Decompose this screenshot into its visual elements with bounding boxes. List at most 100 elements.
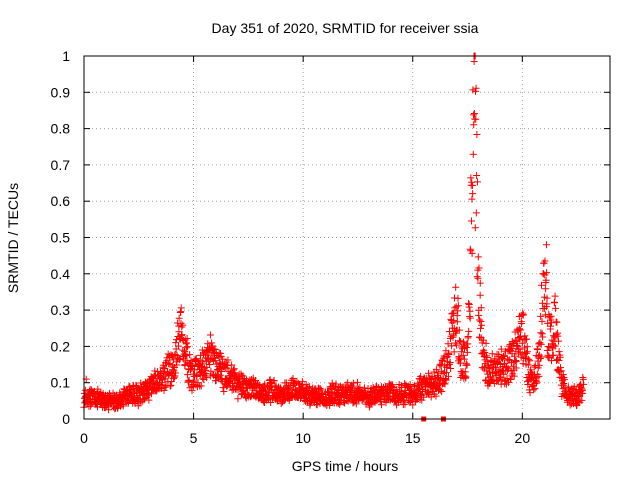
data-point <box>546 322 554 330</box>
y-tick-label: 0.6 <box>51 193 71 209</box>
data-point <box>515 333 523 341</box>
data-point <box>516 333 524 341</box>
data-point <box>565 396 573 404</box>
data-point <box>173 361 181 369</box>
data-point <box>172 369 180 377</box>
data-point <box>536 355 544 363</box>
data-point <box>414 380 422 388</box>
data-point <box>468 195 476 203</box>
data-point <box>177 304 185 312</box>
data-point <box>539 333 547 341</box>
data-point <box>452 283 460 291</box>
data-point <box>456 337 464 345</box>
data-point <box>220 387 228 395</box>
data-point <box>555 357 563 365</box>
data-point <box>175 314 183 322</box>
data-point <box>507 359 515 367</box>
data-point <box>450 309 458 317</box>
data-point <box>183 339 191 347</box>
data-point <box>524 381 532 389</box>
data-point <box>206 360 214 368</box>
data-point <box>177 319 185 327</box>
data-point <box>313 401 321 409</box>
data-point <box>242 384 250 392</box>
data-point <box>181 347 189 355</box>
data-point <box>463 348 471 356</box>
data-point <box>477 317 485 325</box>
data-point <box>560 376 568 384</box>
data-point <box>178 335 186 343</box>
y-tick-label: 1 <box>62 48 70 64</box>
data-point <box>481 363 489 371</box>
data-point <box>535 361 543 369</box>
y-tick-label: 0.4 <box>51 266 71 282</box>
x-tick-label: 10 <box>295 430 311 446</box>
data-point <box>541 257 549 265</box>
data-point <box>477 324 485 332</box>
points-layer <box>80 52 588 422</box>
data-point <box>474 274 482 282</box>
data-point <box>453 312 461 320</box>
data-point <box>497 345 505 353</box>
x-axis-label: GPS time / hours <box>292 458 399 474</box>
data-point <box>455 326 463 334</box>
data-point <box>473 171 481 179</box>
data-point <box>84 391 92 399</box>
data-point <box>477 304 485 312</box>
data-point <box>197 351 205 359</box>
data-point <box>473 178 481 186</box>
data-point <box>141 394 149 402</box>
data-point <box>476 333 484 341</box>
data-point <box>537 281 545 289</box>
data-point <box>555 337 563 345</box>
data-point <box>218 368 226 376</box>
data-point <box>539 270 547 278</box>
data-point <box>537 312 545 320</box>
x-tick-label: 0 <box>80 430 88 446</box>
data-point <box>472 84 480 92</box>
data-point <box>463 361 471 369</box>
data-point <box>354 378 362 386</box>
data-point <box>160 386 168 394</box>
data-point <box>476 279 484 287</box>
data-point <box>518 320 526 328</box>
data-point <box>197 382 205 390</box>
data-point <box>188 387 196 395</box>
data-point <box>223 362 231 370</box>
data-point <box>555 348 563 356</box>
data-point <box>219 355 227 363</box>
tick-labels-layer: 00.10.20.30.40.50.60.70.80.910 5 10 15 20 <box>51 48 531 446</box>
data-point <box>564 383 572 391</box>
data-point <box>482 339 490 347</box>
data-point <box>503 374 511 382</box>
data-point <box>468 182 476 190</box>
data-point <box>471 224 479 232</box>
data-point <box>228 386 236 394</box>
data-point <box>81 386 89 394</box>
data-point <box>317 386 325 394</box>
data-point <box>424 390 432 398</box>
data-point <box>580 380 588 388</box>
data-point <box>512 364 520 372</box>
data-point <box>183 371 191 379</box>
data-point <box>456 359 464 367</box>
data-point <box>556 353 564 361</box>
data-point <box>295 379 303 387</box>
data-point <box>285 384 293 392</box>
data-point <box>410 382 418 390</box>
data-point <box>464 340 472 348</box>
data-point <box>555 368 563 376</box>
data-point <box>332 380 340 388</box>
y-tick-label: 0.7 <box>51 157 71 173</box>
data-point <box>492 364 500 372</box>
data-point <box>526 357 534 365</box>
data-point <box>501 359 509 367</box>
data-point <box>535 372 543 380</box>
data-point <box>544 343 552 351</box>
data-point <box>211 345 219 353</box>
data-point <box>175 328 183 336</box>
data-point <box>202 370 210 378</box>
data-point <box>234 395 242 403</box>
data-point <box>316 384 324 392</box>
